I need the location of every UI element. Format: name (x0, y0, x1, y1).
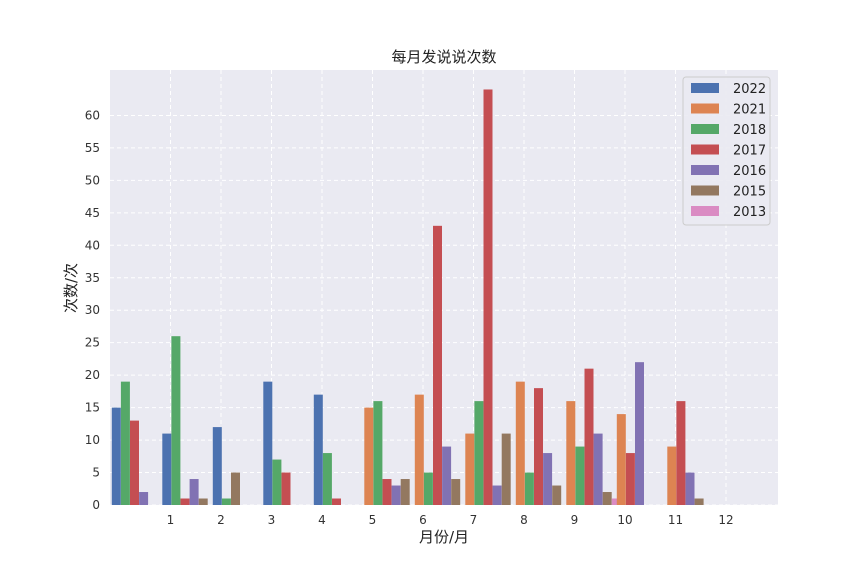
legend-swatch-2022 (691, 83, 719, 93)
x-tick-label: 9 (571, 513, 579, 527)
bar-2016-month-7 (442, 446, 452, 505)
bar-2018-month-7 (423, 472, 433, 505)
y-tick-label: 60 (85, 108, 100, 122)
y-tick-label: 40 (85, 238, 100, 252)
bar-2017-month-12 (676, 401, 686, 505)
bar-2018-month-6 (373, 401, 383, 505)
bar-2021-month-9 (515, 381, 525, 505)
bar-2021-month-8 (465, 433, 475, 505)
bar-2017-month-9 (534, 388, 543, 505)
bar-2016-month-12 (685, 472, 695, 505)
bar-2021-month-7 (414, 394, 424, 505)
legend-label-2016: 2016 (733, 164, 766, 179)
bar-2022-month-1 (111, 407, 121, 505)
bar-2016-month-6 (391, 485, 401, 505)
x-tick-label: 3 (268, 513, 276, 527)
y-axis-label: 次数/次 (62, 263, 80, 313)
bar-2017-month-5 (332, 498, 341, 505)
bar-2018-month-10 (575, 446, 585, 505)
x-axis-label: 月份/月 (419, 528, 469, 546)
bar-2017-month-4 (281, 472, 291, 505)
bar-2016-month-8 (492, 485, 502, 505)
y-tick-label: 10 (85, 433, 100, 447)
y-tick-label: 55 (85, 141, 100, 155)
bars (111, 89, 704, 506)
y-tick-label: 30 (85, 303, 100, 317)
bar-2017-month-6 (382, 479, 392, 505)
bar-2018-month-1 (120, 381, 130, 505)
bar-2017-month-8 (483, 89, 493, 506)
legend-swatch-2017 (691, 144, 719, 155)
legend-swatch-2021 (691, 103, 719, 114)
bar-2021-month-10 (566, 401, 576, 505)
bar-2015-month-12 (694, 498, 704, 505)
x-tick-label: 4 (318, 513, 326, 527)
legend: 2022 2021 2018 2017 2016 2015 2013 (682, 76, 771, 226)
chart-title: 每月发说说次数 (391, 48, 496, 66)
bar-2016-month-11 (635, 362, 644, 505)
bar-2015-month-9 (552, 485, 562, 505)
legend-label-2017: 2017 (733, 144, 766, 159)
bar-2022-month-2 (162, 433, 172, 505)
y-tick-label: 20 (85, 368, 100, 382)
bar-2017-month-10 (584, 368, 594, 505)
legend-swatch-2013 (691, 206, 719, 216)
y-tick-label: 15 (85, 401, 100, 415)
bar-2022-month-5 (313, 394, 323, 505)
bar-2021-month-11 (616, 414, 626, 505)
bar-2016-month-2 (189, 479, 199, 505)
x-tick-label: 10 (617, 513, 632, 527)
x-tick-label: 5 (369, 513, 377, 527)
bar-2017-month-1 (130, 420, 139, 505)
bar-2018-month-5 (322, 453, 332, 505)
legend-swatch-2018 (691, 124, 719, 134)
bar-2018-month-2 (171, 336, 181, 505)
bar-2022-month-4 (263, 381, 273, 505)
bar-2015-month-10 (602, 492, 612, 505)
y-tick-label: 25 (85, 336, 100, 350)
y-tick-label: 45 (85, 206, 100, 220)
y-tick-label: 5 (92, 466, 100, 480)
y-tick-label: 35 (85, 271, 100, 285)
bar-2018-month-8 (474, 401, 484, 505)
bar-2015-month-8 (501, 433, 511, 505)
bar-2021-month-6 (364, 407, 374, 505)
y-axis-ticks: 0 5 10 15 20 25 30 35 40 45 50 55 60 (85, 108, 100, 512)
x-tick-label: 6 (419, 513, 427, 527)
bar-2016-month-1 (139, 492, 149, 505)
grid-lines (110, 70, 778, 506)
bar-2017-month-11 (625, 453, 635, 505)
y-tick-label: 0 (92, 498, 100, 512)
bar-2015-month-7 (451, 479, 461, 505)
bar-2015-month-6 (400, 479, 410, 505)
x-tick-label: 1 (167, 513, 175, 527)
x-tick-label: 11 (668, 513, 683, 527)
legend-swatch-2015 (691, 185, 719, 196)
bar-2018-month-3 (221, 498, 231, 505)
legend-label-2022: 2022 (733, 82, 766, 97)
bar-2015-month-2 (198, 498, 208, 505)
x-tick-label: 8 (520, 513, 528, 527)
bar-2017-month-2 (180, 498, 190, 505)
bar-2017-month-7 (433, 225, 442, 505)
x-axis-ticks: 1 2 3 4 5 6 7 8 9 10 11 12 (167, 513, 734, 527)
x-tick-label: 7 (470, 513, 478, 527)
bar-2018-month-4 (272, 459, 282, 505)
bar-2016-month-9 (543, 453, 553, 505)
bar-2018-month-9 (524, 472, 534, 505)
legend-label-2015: 2015 (733, 185, 766, 200)
bar-2022-month-3 (212, 427, 222, 505)
y-tick-label: 50 (85, 173, 100, 187)
legend-label-2013: 2013 (733, 205, 766, 220)
bar-2015-month-3 (231, 472, 240, 505)
legend-swatch-2016 (691, 165, 719, 175)
bar-2021-month-12 (667, 446, 677, 505)
x-tick-label: 2 (217, 513, 225, 527)
bar-2016-month-10 (593, 433, 603, 505)
legend-label-2021: 2021 (733, 103, 766, 118)
legend-label-2018: 2018 (733, 123, 766, 138)
bar-2013-month-10 (611, 498, 621, 505)
x-tick-label: 12 (718, 513, 733, 527)
